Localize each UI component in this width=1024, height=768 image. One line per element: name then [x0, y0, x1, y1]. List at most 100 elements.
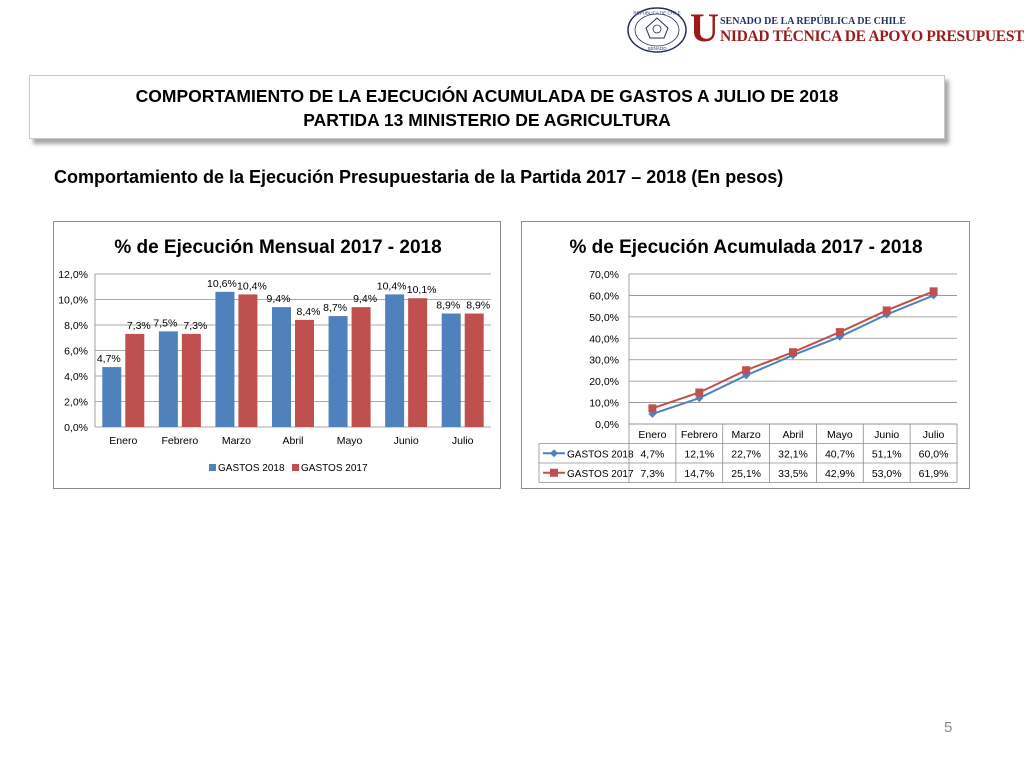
- x-tick-label: Julio: [452, 435, 474, 447]
- section-subtitle: Comportamiento de la Ejecución Presupues…: [54, 167, 784, 187]
- legend-label: GASTOS 2017: [567, 469, 634, 480]
- chart-title: % de Ejecución Mensual 2017 - 2018: [114, 237, 441, 258]
- table-value: 7,3%: [640, 468, 664, 480]
- accumulated-execution-chart: % de Ejecución Acumulada 2017 - 2018 0,0%…: [521, 221, 970, 489]
- y-tick-label: 0,0%: [64, 422, 88, 434]
- accumulated-chart-svg: % de Ejecución Acumulada 2017 - 2018 0,0%…: [538, 237, 958, 483]
- bar: [464, 313, 484, 427]
- x-tick-label: Marzo: [222, 435, 251, 447]
- bar: [441, 313, 461, 427]
- line-point: [835, 328, 844, 337]
- legend-label: GASTOS 2017: [301, 463, 368, 474]
- bar-value-label: 7,5%: [153, 317, 177, 329]
- table-value: 25,1%: [731, 468, 761, 480]
- bar-value-label: 8,9%: [436, 300, 460, 312]
- bar: [272, 307, 291, 427]
- legend-label: GASTOS 2018: [218, 463, 285, 474]
- bar: [385, 294, 405, 427]
- legend-label: GASTOS 2018: [567, 450, 634, 461]
- line-point: [882, 306, 891, 315]
- bar: [181, 333, 201, 427]
- table-value: 22,7%: [731, 449, 761, 461]
- y-tick-label: 12,0%: [58, 269, 88, 281]
- table-value: 51,1%: [872, 449, 902, 461]
- table-value: 60,0%: [919, 449, 949, 461]
- chart-title: % de Ejecución Acumulada 2017 - 2018: [569, 237, 922, 258]
- bar: [158, 331, 178, 427]
- seal-bottom-text: SENADO: [647, 46, 667, 51]
- bar-value-label: 10,4%: [377, 280, 407, 292]
- x-tick-label: Marzo: [732, 429, 761, 441]
- x-tick-label: Julio: [923, 429, 945, 441]
- x-tick-label: Febrero: [161, 435, 198, 447]
- senate-logo: REPÚBLICA DE CHILE SENADO U SENADO DE LA…: [626, 5, 1024, 54]
- senate-seal-icon: REPÚBLICA DE CHILE SENADO: [627, 7, 687, 53]
- bar-value-label: 8,4%: [297, 306, 321, 318]
- title-line-2: PARTIDA 13 MINISTERIO DE AGRICULTURA: [303, 110, 671, 130]
- x-tick-label: Junio: [874, 429, 899, 441]
- bar-value-label: 9,4%: [353, 293, 377, 305]
- x-tick-label: Mayo: [827, 429, 853, 441]
- y-tick-label: 30,0%: [589, 355, 619, 367]
- bar: [408, 298, 428, 427]
- table-value: 14,7%: [684, 468, 714, 480]
- table-value: 33,5%: [778, 468, 808, 480]
- table-value: 42,9%: [825, 468, 855, 480]
- y-tick-label: 8,0%: [64, 320, 88, 332]
- monthly-execution-chart: % de Ejecución Mensual 2017 - 2018 0,0% 2,…: [53, 221, 501, 489]
- y-tick-label: 40,0%: [589, 333, 619, 345]
- y-tick-label: 2,0%: [64, 397, 88, 409]
- title-line-1: COMPORTAMIENTO DE LA EJECUCIÓN ACUMULADA…: [135, 86, 839, 106]
- y-tick-label: 6,0%: [64, 346, 88, 358]
- x-tick-label: Junio: [394, 435, 419, 447]
- bar: [295, 319, 314, 427]
- table-value: 40,7%: [825, 449, 855, 461]
- bar-value-label: 10,4%: [237, 280, 267, 292]
- x-tick-label: Enero: [109, 435, 137, 447]
- bar-value-label: 7,3%: [183, 320, 207, 332]
- logo-unit-text: NIDAD TÉCNICA DE APOYO PRESUPUESTARIO: [720, 28, 1024, 45]
- logo-senate-text: SENADO DE LA REPÚBLICA DE CHILE: [720, 16, 906, 27]
- table-value: 32,1%: [778, 449, 808, 461]
- y-tick-label: 20,0%: [589, 376, 619, 388]
- y-tick-label: 0,0%: [595, 419, 619, 431]
- y-tick-label: 50,0%: [589, 312, 619, 324]
- bar-value-label: 9,4%: [267, 293, 291, 305]
- table-value: 61,9%: [919, 468, 949, 480]
- y-tick-label: 10,0%: [589, 398, 619, 410]
- x-tick-label: Abril: [282, 435, 303, 447]
- seal-top-text: REPÚBLICA DE CHILE: [633, 10, 680, 16]
- y-tick-label: 10,0%: [58, 295, 88, 307]
- line-point: [929, 287, 938, 296]
- bar-value-label: 8,9%: [466, 300, 490, 312]
- legend-marker: [550, 449, 558, 458]
- y-tick-label: 60,0%: [589, 290, 619, 302]
- x-tick-label: Mayo: [337, 435, 363, 447]
- bar: [102, 367, 122, 427]
- table-value: 4,7%: [640, 449, 664, 461]
- y-tick-label: 4,0%: [64, 371, 88, 383]
- bar-value-label: 10,1%: [407, 284, 437, 296]
- x-tick-label: Enero: [638, 429, 666, 441]
- logo-initial: U: [690, 5, 719, 50]
- bar: [328, 316, 348, 427]
- legend-swatch: [292, 464, 299, 471]
- bar: [351, 307, 371, 427]
- legend-swatch: [209, 464, 216, 471]
- line-point: [742, 366, 751, 375]
- bar-value-label: 10,6%: [207, 278, 237, 290]
- x-tick-label: Abril: [782, 429, 803, 441]
- x-tick-label: Febrero: [681, 429, 718, 441]
- bar: [125, 333, 145, 427]
- bar-value-label: 7,3%: [127, 320, 151, 332]
- line-point: [695, 388, 704, 397]
- page-number: 5: [944, 719, 953, 736]
- bar-value-label: 8,7%: [323, 302, 347, 314]
- table-value: 12,1%: [684, 449, 714, 461]
- title-box: COMPORTAMIENTO DE LA EJECUCIÓN ACUMULADA…: [29, 75, 945, 139]
- y-tick-label: 70,0%: [589, 269, 619, 281]
- bar: [215, 291, 235, 427]
- line-point: [648, 404, 657, 413]
- table-value: 53,0%: [872, 468, 902, 480]
- monthly-chart-svg: % de Ejecución Mensual 2017 - 2018 0,0% 2,…: [58, 237, 491, 474]
